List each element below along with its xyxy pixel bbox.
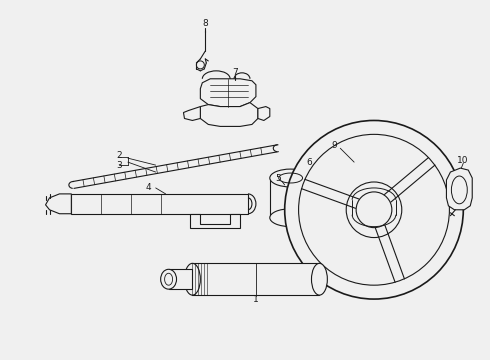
Ellipse shape bbox=[285, 121, 464, 299]
Polygon shape bbox=[193, 264, 319, 295]
Ellipse shape bbox=[313, 188, 332, 208]
Polygon shape bbox=[72, 194, 248, 214]
Ellipse shape bbox=[451, 176, 467, 204]
Ellipse shape bbox=[308, 211, 337, 225]
Ellipse shape bbox=[346, 182, 402, 238]
Ellipse shape bbox=[308, 171, 337, 185]
Polygon shape bbox=[270, 178, 312, 218]
Text: 10: 10 bbox=[457, 156, 468, 165]
Polygon shape bbox=[200, 79, 256, 107]
Polygon shape bbox=[258, 107, 270, 121]
Text: 5: 5 bbox=[275, 174, 281, 183]
Text: 1: 1 bbox=[253, 294, 259, 303]
Polygon shape bbox=[169, 269, 193, 289]
Text: 6: 6 bbox=[307, 158, 312, 167]
Text: 2: 2 bbox=[116, 151, 122, 160]
Ellipse shape bbox=[161, 269, 176, 289]
Ellipse shape bbox=[356, 192, 392, 228]
Text: 7: 7 bbox=[232, 68, 238, 77]
Ellipse shape bbox=[270, 169, 312, 187]
Polygon shape bbox=[446, 168, 472, 210]
Text: 9: 9 bbox=[331, 141, 337, 150]
Polygon shape bbox=[308, 178, 337, 218]
Text: 4: 4 bbox=[146, 184, 151, 193]
Text: 8: 8 bbox=[202, 19, 208, 28]
Ellipse shape bbox=[184, 264, 200, 295]
Ellipse shape bbox=[312, 264, 327, 295]
Polygon shape bbox=[46, 194, 72, 214]
Polygon shape bbox=[183, 107, 200, 121]
Polygon shape bbox=[200, 103, 258, 126]
Text: 3: 3 bbox=[116, 161, 122, 170]
Ellipse shape bbox=[270, 209, 312, 227]
Ellipse shape bbox=[298, 134, 449, 285]
Polygon shape bbox=[191, 214, 240, 228]
